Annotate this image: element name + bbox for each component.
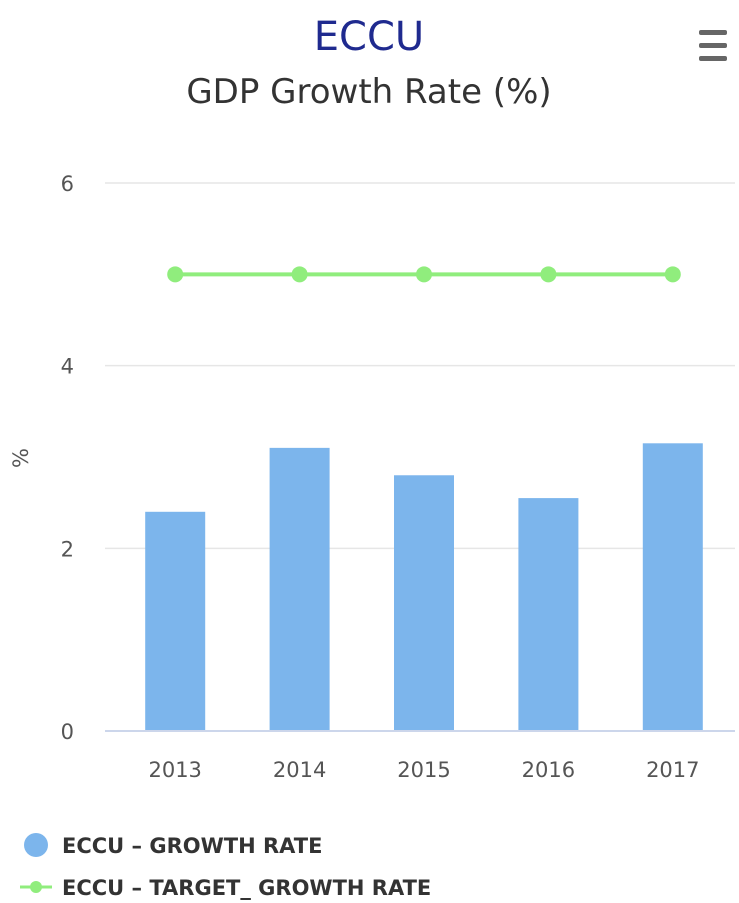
hamburger-menu-icon[interactable] — [699, 30, 727, 61]
x-tick-label: 2016 — [522, 758, 575, 782]
legend-label-target-growth-rate: ECCU – TARGET_ GROWTH RATE — [62, 876, 431, 900]
line-series — [167, 266, 681, 283]
y-axis-title: % — [9, 448, 33, 468]
legend-line-dot — [30, 881, 42, 893]
x-axis-ticks: 2013 2014 2015 2016 2017 — [148, 758, 699, 782]
y-tick-label: 4 — [61, 355, 74, 379]
target-point[interactable] — [416, 266, 432, 283]
target-point[interactable] — [291, 266, 308, 283]
bar[interactable] — [518, 498, 579, 731]
x-tick-label: 2015 — [397, 758, 450, 782]
y-tick-label: 2 — [61, 537, 74, 561]
target-point[interactable] — [167, 266, 184, 283]
legend-bar-marker — [24, 833, 48, 857]
bar-series — [145, 443, 703, 731]
chart-subtitle: GDP Growth Rate (%) — [186, 72, 551, 112]
target-point[interactable] — [664, 266, 681, 283]
legend-item-target-growth-rate[interactable]: ECCU – TARGET_ GROWTH RATE — [20, 876, 431, 900]
target-point[interactable] — [540, 266, 557, 283]
x-tick-label: 2017 — [646, 758, 699, 782]
x-tick-label: 2013 — [148, 758, 201, 782]
y-tick-label: 6 — [61, 172, 74, 196]
y-tick-label: 0 — [61, 720, 74, 744]
chart-title: ECCU — [314, 14, 424, 60]
bar[interactable] — [145, 511, 206, 731]
legend-label-growth-rate: ECCU – GROWTH RATE — [62, 834, 322, 858]
bar[interactable] — [642, 443, 703, 731]
y-axis-ticks: 0 2 4 6 — [61, 172, 74, 744]
legend: ECCU – GROWTH RATE ECCU – TARGET_ GROWTH… — [20, 833, 431, 900]
bar[interactable] — [394, 475, 454, 731]
legend-item-growth-rate[interactable]: ECCU – GROWTH RATE — [24, 833, 322, 858]
bar[interactable] — [269, 447, 330, 731]
x-tick-label: 2014 — [273, 758, 326, 782]
